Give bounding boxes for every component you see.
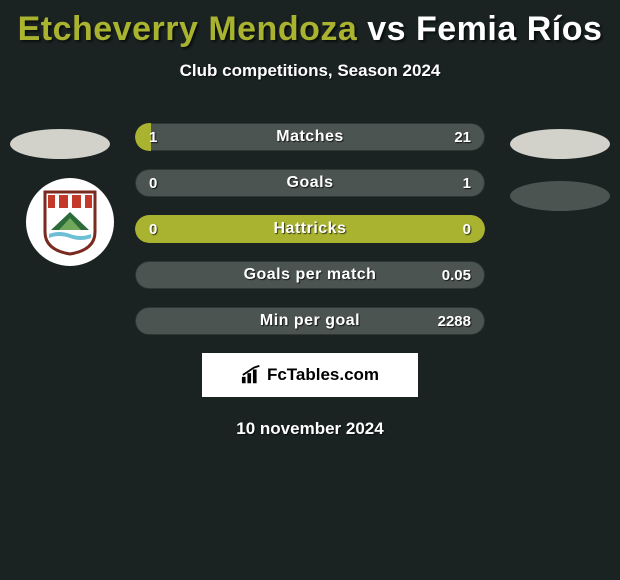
bar-label: Hattricks <box>135 215 485 243</box>
shield-icon <box>41 188 99 256</box>
subtitle: Club competitions, Season 2024 <box>0 61 620 81</box>
bar-label: Goals per match <box>135 261 485 289</box>
vs-text: vs <box>367 10 406 48</box>
stats-bars: 121Matches 01Goals 00Hattricks 0.05Goals pe… <box>135 123 485 335</box>
player1-club-emblem <box>26 178 114 266</box>
chart-icon <box>241 365 263 385</box>
stat-row: 00Hattricks <box>135 215 485 243</box>
page-title: Etcheverry Mendoza vs Femia Ríos <box>0 0 620 49</box>
brand-text: FcTables.com <box>267 365 379 385</box>
date-text: 10 november 2024 <box>0 419 620 439</box>
content-area: 121Matches 01Goals 00Hattricks 0.05Goals pe… <box>0 123 620 439</box>
brand-box: FcTables.com <box>202 353 418 397</box>
player2-name: Femia Ríos <box>416 10 602 48</box>
bar-label: Matches <box>135 123 485 151</box>
stat-row: 121Matches <box>135 123 485 151</box>
stat-row: 2288Min per goal <box>135 307 485 335</box>
stat-row: 0.05Goals per match <box>135 261 485 289</box>
bar-label: Min per goal <box>135 307 485 335</box>
player2-photo-placeholder <box>510 129 610 159</box>
player1-photo-placeholder <box>10 129 110 159</box>
player2-club-placeholder <box>510 181 610 211</box>
stat-row: 01Goals <box>135 169 485 197</box>
bar-label: Goals <box>135 169 485 197</box>
player1-name: Etcheverry Mendoza <box>18 10 358 48</box>
